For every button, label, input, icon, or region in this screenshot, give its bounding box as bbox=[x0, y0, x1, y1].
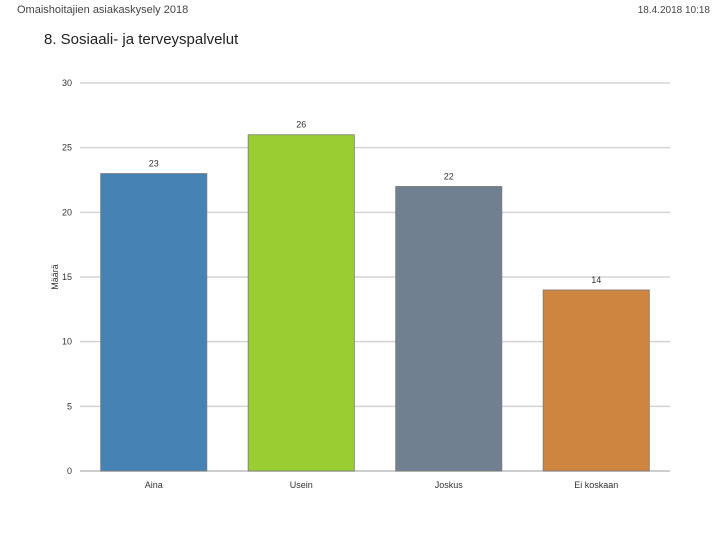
y-tick-label: 25 bbox=[62, 143, 72, 153]
data-label: 26 bbox=[296, 120, 306, 130]
x-tick-label: Aina bbox=[145, 480, 163, 490]
data-label: 23 bbox=[149, 159, 159, 169]
data-labels: 23 26 22 14 bbox=[149, 120, 602, 285]
x-axis-ticks: Aina Usein Joskus Ei koskaan bbox=[145, 480, 619, 490]
y-tick-label: 0 bbox=[67, 466, 72, 476]
y-tick-label: 15 bbox=[62, 272, 72, 282]
y-tick-label: 30 bbox=[62, 78, 72, 88]
y-tick-label: 10 bbox=[62, 337, 72, 347]
data-label: 22 bbox=[444, 171, 454, 181]
bar bbox=[542, 289, 650, 472]
y-axis-ticks: 0 5 10 15 20 25 30 bbox=[62, 78, 72, 476]
report-datetime: 18.4.2018 10:18 bbox=[637, 5, 710, 16]
y-tick-label: 20 bbox=[62, 207, 72, 217]
x-tick-label: Usein bbox=[290, 480, 313, 490]
bars bbox=[100, 134, 650, 472]
survey-title: Omaishoitajien asiakaskysely 2018 bbox=[17, 4, 189, 16]
page-title: 8. Sosiaali- ja terveyspalvelut bbox=[44, 31, 239, 48]
bar bbox=[247, 134, 355, 472]
x-tick-label: Joskus bbox=[435, 480, 464, 490]
y-tick-label: 5 bbox=[67, 401, 72, 411]
x-tick-label: Ei koskaan bbox=[574, 480, 618, 490]
bar bbox=[395, 186, 503, 472]
bar bbox=[100, 173, 208, 472]
y-axis-label: Määrä bbox=[50, 264, 60, 290]
data-label: 14 bbox=[591, 275, 601, 285]
